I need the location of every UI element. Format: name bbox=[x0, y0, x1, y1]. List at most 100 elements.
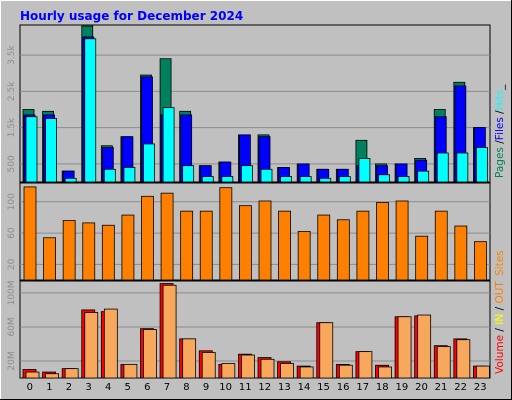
y-tick-label-bottom: 100M bbox=[7, 280, 17, 305]
bar-hits-15 bbox=[319, 177, 332, 183]
bar-sites-14 bbox=[297, 231, 311, 281]
x-tick-label-2: 2 bbox=[66, 382, 72, 393]
y-tick-label-middle: 60 bbox=[7, 227, 17, 239]
bar-sites-19 bbox=[395, 200, 409, 281]
x-tick-label-13: 13 bbox=[278, 382, 291, 393]
bar-out-7 bbox=[162, 284, 177, 379]
bar-sites-13 bbox=[278, 210, 291, 281]
bar-hits-1 bbox=[45, 118, 57, 183]
plot-area-bottom bbox=[19, 280, 491, 379]
x-tick-label-20: 20 bbox=[415, 382, 428, 393]
bar-hits-16 bbox=[338, 176, 351, 183]
legend-top: Pages /Files /Hits_ bbox=[494, 84, 506, 178]
x-tick-label-7: 7 bbox=[164, 382, 170, 393]
bar-out-17 bbox=[358, 351, 373, 379]
bar-out-8 bbox=[182, 338, 197, 379]
bar-hits-14 bbox=[299, 176, 312, 183]
bar-sites-1 bbox=[43, 237, 56, 281]
bar-out-15 bbox=[319, 322, 334, 379]
bar-sites-21 bbox=[434, 210, 448, 281]
plot-area-middle bbox=[19, 182, 491, 281]
bar-out-21 bbox=[436, 346, 451, 379]
bar-sites-11 bbox=[239, 205, 252, 281]
bar-hits-20 bbox=[417, 170, 430, 183]
bar-hits-21 bbox=[436, 152, 449, 183]
x-tick-label-11: 11 bbox=[239, 382, 252, 393]
bar-sites-2 bbox=[62, 220, 76, 281]
bar-out-3 bbox=[84, 312, 99, 379]
bar-out-2 bbox=[64, 368, 79, 379]
y-tick-label-bottom: 60M bbox=[7, 317, 17, 336]
x-tick-label-17: 17 bbox=[356, 382, 369, 393]
plot-area-top bbox=[19, 24, 491, 183]
x-tick-label-4: 4 bbox=[105, 382, 111, 393]
y-tick-label-bottom: 20M bbox=[7, 351, 17, 370]
y-tick-label-top: 1.5k bbox=[7, 117, 17, 137]
y-tick-label-middle: 20 bbox=[7, 258, 17, 270]
legend-item: OUT bbox=[494, 281, 506, 304]
bar-hits-3 bbox=[84, 38, 97, 183]
bar-hits-22 bbox=[456, 152, 469, 183]
bar-out-9 bbox=[201, 352, 216, 379]
bar-hits-5 bbox=[123, 167, 136, 183]
bar-sites-20 bbox=[415, 235, 429, 281]
x-tick-label-6: 6 bbox=[144, 382, 150, 393]
legend-item: / bbox=[494, 304, 506, 314]
bar-sites-0 bbox=[23, 186, 37, 281]
x-tick-label-1: 1 bbox=[46, 382, 52, 393]
chart-title: Hourly usage for December 2024 bbox=[20, 9, 243, 23]
y-tick-label-top: 500 bbox=[7, 155, 17, 172]
bar-sites-5 bbox=[121, 214, 135, 281]
bar-sites-22 bbox=[454, 225, 468, 281]
y-tick-label-middle: 100 bbox=[7, 193, 17, 210]
bar-out-0 bbox=[25, 371, 40, 379]
bar-sites-12 bbox=[258, 200, 272, 281]
bar-out-18 bbox=[378, 366, 392, 379]
bar-out-6 bbox=[143, 329, 157, 379]
x-tick-label-0: 0 bbox=[27, 382, 33, 393]
bar-sites-15 bbox=[317, 214, 331, 281]
legend-middle: Sites bbox=[494, 250, 506, 276]
bar-sites-7 bbox=[160, 192, 174, 281]
bar-hits-13 bbox=[280, 176, 292, 183]
legend-item: Volume bbox=[494, 335, 506, 374]
bar-sites-18 bbox=[376, 202, 389, 281]
bar-out-19 bbox=[397, 316, 412, 379]
bar-sites-23 bbox=[474, 241, 487, 281]
bar-hits-7 bbox=[162, 107, 175, 183]
bar-hits-9 bbox=[201, 176, 214, 183]
bar-out-10 bbox=[221, 363, 236, 379]
bar-sites-17 bbox=[356, 210, 370, 281]
x-tick-label-3: 3 bbox=[85, 382, 91, 393]
legend-item: IN bbox=[494, 314, 506, 325]
bar-out-5 bbox=[123, 363, 138, 379]
legend-item: _ bbox=[494, 84, 506, 91]
bar-sites-6 bbox=[141, 195, 154, 281]
x-tick-label-10: 10 bbox=[219, 382, 232, 393]
bar-out-20 bbox=[417, 314, 432, 379]
x-tick-label-8: 8 bbox=[183, 382, 189, 393]
legend-item: / bbox=[494, 110, 506, 117]
bar-out-12 bbox=[260, 358, 275, 379]
bar-hits-2 bbox=[64, 177, 77, 183]
bar-sites-10 bbox=[219, 187, 233, 281]
x-tick-label-14: 14 bbox=[298, 382, 311, 393]
bar-hits-10 bbox=[221, 176, 234, 183]
bar-hits-11 bbox=[241, 165, 253, 183]
bar-out-11 bbox=[241, 354, 255, 379]
bar-sites-9 bbox=[199, 210, 213, 281]
bar-sites-3 bbox=[82, 222, 96, 281]
bar-out-1 bbox=[45, 373, 59, 379]
x-tick-label-12: 12 bbox=[258, 382, 271, 393]
legend-item: / bbox=[494, 325, 506, 335]
bar-hits-23 bbox=[476, 147, 488, 183]
legend-item: Files bbox=[494, 117, 506, 140]
x-tick-label-22: 22 bbox=[454, 382, 467, 393]
y-tick-label-top: 3.5k bbox=[7, 45, 17, 65]
bar-out-22 bbox=[456, 339, 471, 379]
bar-hits-8 bbox=[182, 165, 195, 183]
bar-sites-4 bbox=[101, 224, 115, 281]
legend-item: / bbox=[494, 140, 506, 147]
x-tick-label-19: 19 bbox=[396, 382, 409, 393]
